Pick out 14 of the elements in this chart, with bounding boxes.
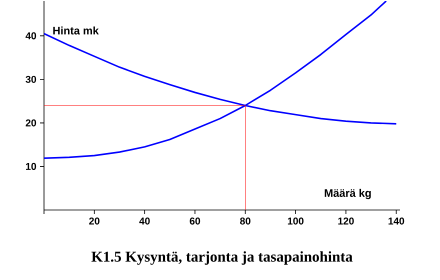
x-tick-label: 40: [139, 218, 150, 225]
x-axis-title: Määrä kg: [324, 188, 371, 200]
y-tick-label: 30: [26, 76, 36, 83]
x-tick-label: 100: [288, 218, 304, 225]
x-tick-label: 60: [190, 218, 200, 225]
x-tick-label: 120: [338, 218, 354, 225]
x-tick-label: 20: [89, 218, 100, 225]
x-tick-label: 80: [240, 218, 250, 225]
y-tick-label: 20: [26, 119, 36, 126]
y-tick-label: 40: [26, 32, 36, 40]
y-tick-label: 10: [26, 162, 36, 170]
y-axis-title: Hinta mk: [53, 26, 99, 35]
text: K1.5 Kysyntä, tarjonta ja tasapainohinta: [91, 251, 353, 265]
x-tick-label: 140: [388, 218, 404, 225]
